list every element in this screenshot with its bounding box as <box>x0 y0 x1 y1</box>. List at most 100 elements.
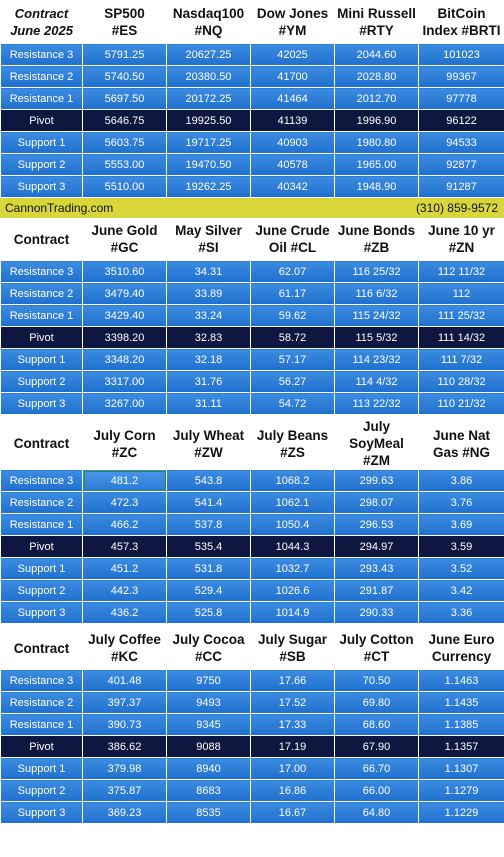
level-value[interactable]: 94533 <box>418 131 504 154</box>
level-value[interactable]: 20627.25 <box>166 43 251 66</box>
level-value[interactable]: 457.3 <box>82 535 167 558</box>
level-value[interactable]: 40903 <box>250 131 335 154</box>
level-value[interactable]: 97778 <box>418 87 504 110</box>
level-value[interactable]: 19470.50 <box>166 153 251 176</box>
level-value[interactable]: 111 25/32 <box>418 304 504 327</box>
level-value[interactable]: 1.1385 <box>418 713 504 736</box>
level-value[interactable]: 113 22/32 <box>334 392 419 415</box>
level-value[interactable]: 2012.70 <box>334 87 419 110</box>
level-value[interactable]: 101023 <box>418 43 504 66</box>
level-value[interactable]: 110 28/32 <box>418 370 504 393</box>
level-value[interactable]: 41139 <box>250 109 335 132</box>
level-value[interactable]: 1980.80 <box>334 131 419 154</box>
level-value[interactable]: 34.31 <box>166 260 251 283</box>
level-value[interactable]: 3.36 <box>418 601 504 624</box>
level-value[interactable]: 1948.90 <box>334 175 419 198</box>
level-value[interactable]: 529.4 <box>166 579 251 602</box>
level-value[interactable]: 2028.80 <box>334 65 419 88</box>
level-value[interactable]: 66.00 <box>334 779 419 802</box>
level-value[interactable]: 115 24/32 <box>334 304 419 327</box>
level-value[interactable]: 91287 <box>418 175 504 198</box>
level-value[interactable]: 401.48 <box>82 669 167 692</box>
level-value[interactable]: 3510.60 <box>82 260 167 283</box>
level-value[interactable]: 436.2 <box>82 601 167 624</box>
level-value[interactable]: 369.23 <box>82 801 167 824</box>
level-value[interactable]: 67.90 <box>334 735 419 758</box>
level-value[interactable]: 68.60 <box>334 713 419 736</box>
level-value[interactable]: 70.50 <box>334 669 419 692</box>
level-value[interactable]: 379.98 <box>82 757 167 780</box>
level-value[interactable]: 386.62 <box>82 735 167 758</box>
level-value[interactable]: 112 <box>418 282 504 305</box>
level-value[interactable]: 69.80 <box>334 691 419 714</box>
level-value[interactable]: 3.76 <box>418 491 504 514</box>
level-value[interactable]: 19262.25 <box>166 175 251 198</box>
level-value[interactable]: 291.87 <box>334 579 419 602</box>
level-value[interactable]: 390.73 <box>82 713 167 736</box>
level-value[interactable]: 20172.25 <box>166 87 251 110</box>
level-value[interactable]: 442.3 <box>82 579 167 602</box>
level-value[interactable]: 1068.2 <box>250 469 335 492</box>
level-value[interactable]: 31.11 <box>166 392 251 415</box>
level-value[interactable]: 294.97 <box>334 535 419 558</box>
level-value[interactable]: 1014.9 <box>250 601 335 624</box>
level-value[interactable]: 19925.50 <box>166 109 251 132</box>
level-value[interactable]: 54.72 <box>250 392 335 415</box>
level-value[interactable]: 1996.90 <box>334 109 419 132</box>
level-value[interactable]: 114 4/32 <box>334 370 419 393</box>
level-value[interactable]: 1.1307 <box>418 757 504 780</box>
level-value[interactable]: 3479.40 <box>82 282 167 305</box>
level-value[interactable]: 299.63 <box>334 469 419 492</box>
level-value[interactable]: 8940 <box>166 757 251 780</box>
level-value[interactable]: 525.8 <box>166 601 251 624</box>
level-value[interactable]: 1.1279 <box>418 779 504 802</box>
level-value[interactable]: 56.27 <box>250 370 335 393</box>
level-value[interactable]: 116 6/32 <box>334 282 419 305</box>
level-value[interactable]: 116 25/32 <box>334 260 419 283</box>
level-value[interactable]: 110 21/32 <box>418 392 504 415</box>
level-value[interactable]: 293.43 <box>334 557 419 580</box>
level-value[interactable]: 1965.00 <box>334 153 419 176</box>
level-value[interactable]: 16.67 <box>250 801 335 824</box>
level-value[interactable]: 3.59 <box>418 535 504 558</box>
level-value[interactable]: 40578 <box>250 153 335 176</box>
level-value[interactable]: 1.1435 <box>418 691 504 714</box>
level-value[interactable]: 33.89 <box>166 282 251 305</box>
level-value[interactable]: 5510.00 <box>82 175 167 198</box>
level-value[interactable]: 1032.7 <box>250 557 335 580</box>
level-value[interactable]: 3348.20 <box>82 348 167 371</box>
level-value[interactable]: 5697.50 <box>82 87 167 110</box>
level-value[interactable]: 32.18 <box>166 348 251 371</box>
level-value[interactable]: 20380.50 <box>166 65 251 88</box>
level-value[interactable]: 375.87 <box>82 779 167 802</box>
level-value[interactable]: 290.33 <box>334 601 419 624</box>
level-value[interactable]: 535.4 <box>166 535 251 558</box>
level-value[interactable]: 115 5/32 <box>334 326 419 349</box>
level-value[interactable]: 1062.1 <box>250 491 335 514</box>
level-value[interactable]: 3.52 <box>418 557 504 580</box>
level-value[interactable]: 3.69 <box>418 513 504 536</box>
level-value[interactable]: 9088 <box>166 735 251 758</box>
level-value[interactable]: 451.2 <box>82 557 167 580</box>
level-value[interactable]: 3398.20 <box>82 326 167 349</box>
level-value[interactable]: 5791.25 <box>82 43 167 66</box>
level-value[interactable]: 1.1463 <box>418 669 504 692</box>
level-value[interactable]: 3429.40 <box>82 304 167 327</box>
selected-cell[interactable]: 481.2 <box>82 469 167 492</box>
level-value[interactable]: 5553.00 <box>82 153 167 176</box>
level-value[interactable]: 57.17 <box>250 348 335 371</box>
level-value[interactable]: 1026.6 <box>250 579 335 602</box>
level-value[interactable]: 541.4 <box>166 491 251 514</box>
level-value[interactable]: 59.62 <box>250 304 335 327</box>
level-value[interactable]: 40342 <box>250 175 335 198</box>
level-value[interactable]: 1050.4 <box>250 513 335 536</box>
level-value[interactable]: 41464 <box>250 87 335 110</box>
level-value[interactable]: 543.8 <box>166 469 251 492</box>
level-value[interactable]: 5603.75 <box>82 131 167 154</box>
level-value[interactable]: 96122 <box>418 109 504 132</box>
level-value[interactable]: 41700 <box>250 65 335 88</box>
level-value[interactable]: 397.37 <box>82 691 167 714</box>
level-value[interactable]: 17.19 <box>250 735 335 758</box>
level-value[interactable]: 17.00 <box>250 757 335 780</box>
level-value[interactable]: 92877 <box>418 153 504 176</box>
